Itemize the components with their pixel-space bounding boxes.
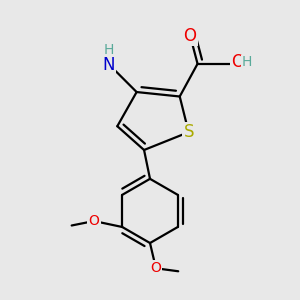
- Text: N: N: [102, 56, 115, 74]
- Text: H: H: [242, 55, 252, 69]
- Text: H: H: [103, 44, 114, 57]
- Text: O: O: [151, 261, 161, 275]
- Text: O: O: [231, 53, 244, 71]
- Text: O: O: [88, 214, 99, 228]
- Text: S: S: [183, 123, 194, 141]
- Text: O: O: [184, 27, 196, 45]
